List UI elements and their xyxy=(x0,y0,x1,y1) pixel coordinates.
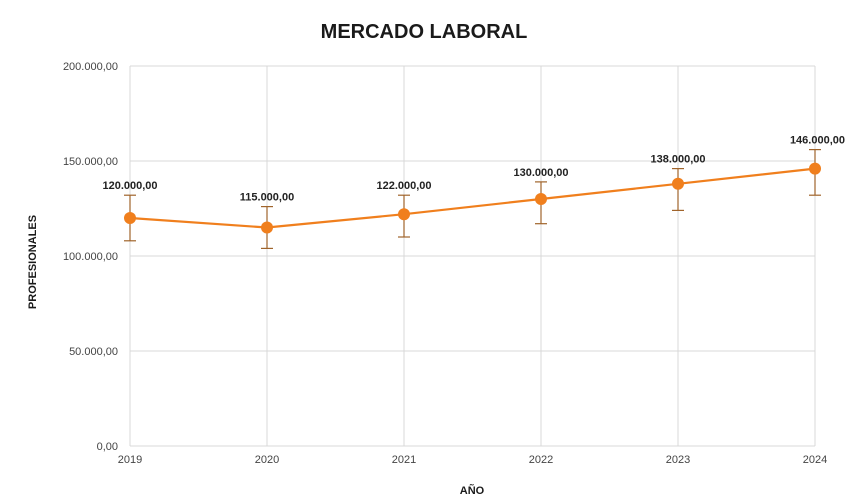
chart-title: MERCADO LABORAL xyxy=(321,21,528,43)
data-label: 120.000,00 xyxy=(102,180,157,192)
x-tick-label: 2019 xyxy=(118,454,142,466)
y-tick-labels: 0,00 50.000,00 100.000,00 150.000,00 200.000… xyxy=(63,61,118,453)
x-tick-label: 2024 xyxy=(803,454,827,466)
y-axis-title: PROFESIONALES xyxy=(27,215,39,309)
data-point xyxy=(535,193,547,205)
data-label: 122.000,00 xyxy=(376,180,431,192)
data-label: 115.000,00 xyxy=(240,192,294,204)
error-bars xyxy=(124,149,821,249)
y-tick-label: 200.000,00 xyxy=(63,61,118,73)
x-axis-title: AÑO xyxy=(460,484,485,497)
x-tick-label: 2023 xyxy=(666,454,690,466)
series-line xyxy=(129,167,816,229)
x-tick-labels: 2019 2020 2021 2022 2023 2024 xyxy=(118,454,827,466)
data-label: 130.000,00 xyxy=(513,167,568,179)
data-point xyxy=(398,208,410,221)
data-points xyxy=(124,162,821,234)
y-tick-label: 100.000,00 xyxy=(63,251,118,263)
series-polyline xyxy=(129,167,816,229)
y-tick-label: 0,00 xyxy=(97,441,118,453)
x-tick-label: 2022 xyxy=(529,454,553,466)
grid-lines xyxy=(129,65,816,447)
data-labels: 120.000,00 115.000,00 122.000,00 130.000,00… xyxy=(102,135,845,204)
data-label: 138.000,00 xyxy=(650,154,705,166)
data-point xyxy=(124,212,136,224)
x-tick-label: 2021 xyxy=(392,454,416,466)
data-point xyxy=(809,162,821,175)
data-point xyxy=(672,177,684,190)
x-tick-label: 2020 xyxy=(255,454,279,466)
data-label: 146.000,00 xyxy=(790,135,845,147)
y-tick-label: 50.000,00 xyxy=(69,346,118,358)
y-tick-label: 150.000,00 xyxy=(63,156,118,168)
data-point xyxy=(261,221,273,234)
